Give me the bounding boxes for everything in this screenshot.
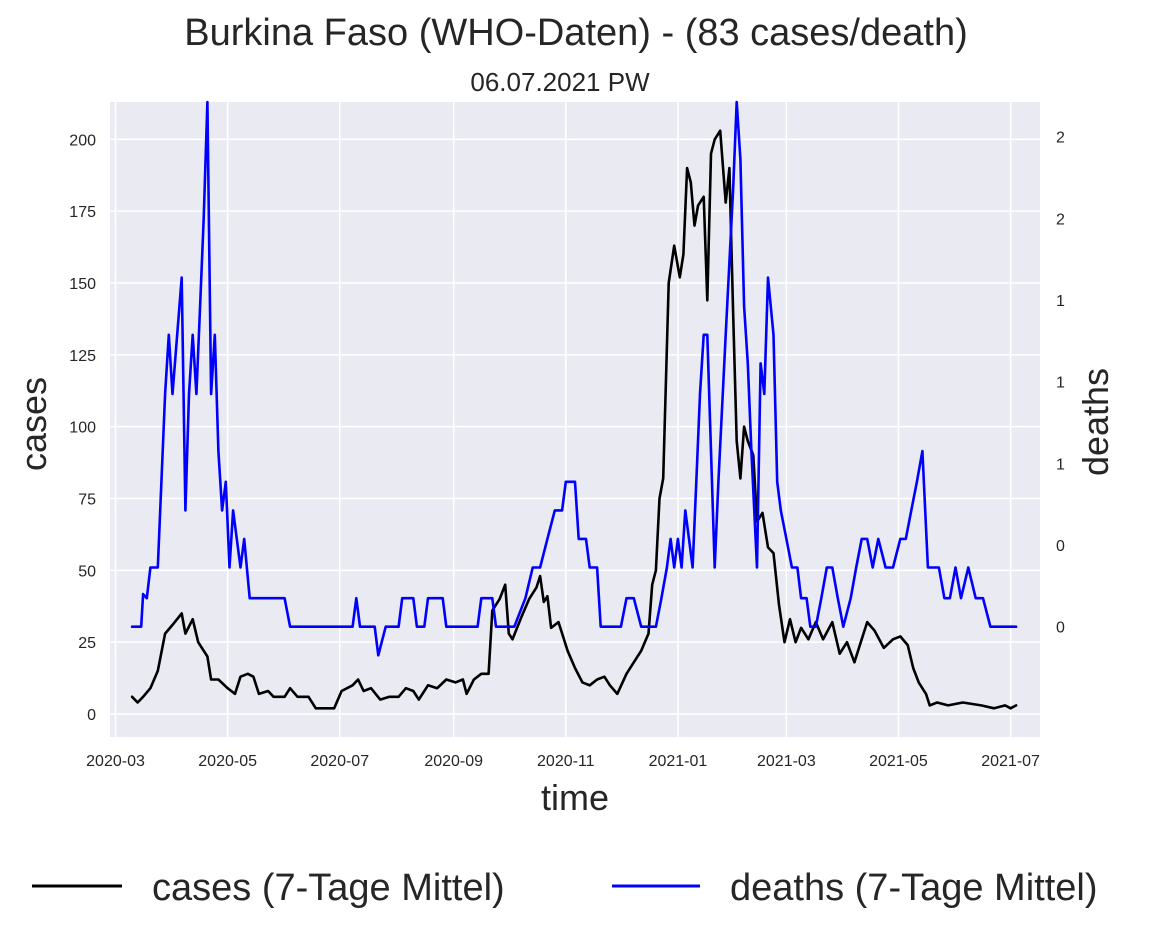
deaths-series-line: [130, 100, 1018, 657]
y-tick-label: 175: [69, 204, 96, 221]
y-tick-label: 125: [69, 348, 96, 365]
x-tick-label: 2020-03: [86, 753, 145, 770]
y-tick-label: 150: [69, 276, 96, 293]
y-tick-label: 100: [69, 420, 96, 437]
y-axis-label: cases: [13, 377, 54, 471]
plot-area: [110, 102, 1040, 737]
tick-labels: 2020-03 2020-05 2020-07 2020-09 2020-11 2021-…: [69, 130, 1065, 770]
x-tick-label: 2021-03: [757, 753, 816, 770]
y-tick-label: 50: [78, 563, 96, 580]
series-lines: [130, 100, 1018, 710]
x-axis-label: time: [541, 777, 609, 818]
y2-tick-label: 0: [1056, 538, 1065, 555]
x-tick-label: 2020-09: [424, 753, 483, 770]
x-tick-label: 2020-05: [198, 753, 257, 770]
x-tick-label: 2021-05: [869, 753, 928, 770]
y2-tick-label: 1: [1056, 375, 1065, 392]
chart-title: Burkina Faso (WHO-Daten) - (83 cases/dea…: [184, 12, 968, 54]
y-tick-label: 200: [69, 132, 96, 149]
legend: cases (7-Tage Mittel) deaths (7-Tage Mit…: [32, 867, 1098, 909]
chart-subtitle: 06.07.2021 PW: [470, 67, 650, 97]
y2-tick-label: 1: [1056, 293, 1065, 310]
y2-tick-label: 2: [1056, 211, 1065, 228]
grid: [110, 102, 1040, 737]
y2-axis-label: deaths: [1075, 368, 1116, 476]
x-tick-label: 2020-07: [310, 753, 369, 770]
y2-tick-label: 0: [1056, 620, 1065, 637]
x-tick-label: 2021-07: [981, 753, 1040, 770]
y2-tick-label: 2: [1056, 130, 1065, 147]
y-tick-label: 75: [78, 492, 96, 509]
y2-tick-label: 1: [1056, 456, 1065, 473]
y-tick-label: 25: [78, 635, 96, 652]
legend-label-cases: cases (7-Tage Mittel): [152, 867, 505, 909]
y-tick-label: 0: [87, 707, 96, 724]
legend-label-deaths: deaths (7-Tage Mittel): [730, 867, 1098, 909]
x-tick-label: 2020-11: [537, 753, 595, 770]
x-tick-label: 2021-01: [649, 753, 708, 770]
cases-series-line: [130, 129, 1018, 710]
